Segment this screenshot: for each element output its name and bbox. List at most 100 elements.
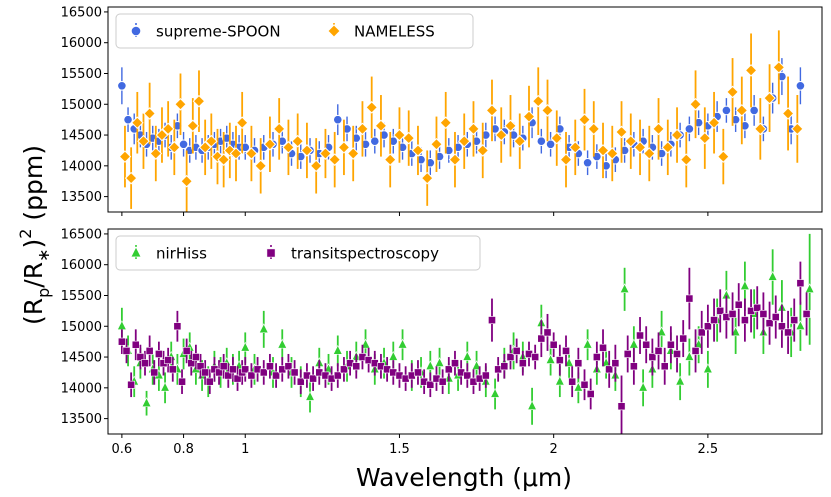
ylabel-sup: 2 (16, 229, 35, 239)
data-point (679, 334, 688, 343)
data-point (217, 153, 230, 166)
data-point (702, 363, 713, 374)
data-point (504, 119, 517, 133)
data-point (118, 150, 132, 163)
data-point (796, 279, 805, 288)
data-point (784, 328, 792, 337)
data-point (601, 161, 611, 171)
legend-marker-supreme-SPOON (130, 25, 142, 37)
data-point (346, 147, 360, 160)
data-point (735, 104, 749, 117)
data-point (710, 316, 718, 325)
data-point (277, 136, 288, 147)
data-point (636, 331, 644, 340)
data-point (444, 365, 453, 374)
data-point (174, 97, 187, 111)
data-point (309, 159, 323, 173)
data-point (245, 147, 258, 160)
data-point (512, 346, 521, 355)
y-tick-label: 15500 (61, 67, 102, 82)
data-point (182, 346, 191, 355)
data-point (574, 359, 583, 368)
data-point (568, 141, 582, 154)
data-point (744, 64, 758, 77)
data-point (471, 136, 482, 147)
y-tick-label: 14000 (61, 381, 102, 396)
data-point (434, 151, 445, 162)
data-point (555, 356, 564, 365)
data-point (554, 375, 565, 386)
data-point (451, 359, 459, 368)
data-point (266, 362, 274, 371)
data-layer (117, 30, 806, 212)
data-point (596, 144, 610, 157)
data-point (623, 350, 632, 358)
data-point (481, 371, 490, 380)
y-tick-label: 14000 (61, 159, 102, 174)
data-point (290, 368, 299, 377)
data-point (224, 371, 233, 380)
data-point (229, 147, 243, 160)
bottom-panel: 13500 14000 14500 15000 15500 16000 16500 0.6 0.… (61, 227, 823, 457)
data-point (781, 107, 795, 120)
ylabel-close: ) (19, 239, 48, 249)
data-point (379, 130, 389, 140)
data-point (660, 362, 669, 371)
data-point (605, 365, 614, 374)
data-point (580, 380, 589, 389)
y-tick-label: 16000 (61, 36, 102, 51)
data-point (481, 130, 491, 140)
data-point (673, 350, 681, 358)
data-point (180, 174, 193, 188)
data-point (360, 139, 371, 150)
data-point (397, 338, 408, 349)
data-point (531, 353, 540, 361)
data-point (154, 350, 163, 358)
data-point (305, 390, 315, 401)
data-point (555, 124, 565, 134)
data-point (155, 128, 169, 142)
data-point (791, 122, 804, 136)
y-tick-label: 15500 (61, 289, 102, 304)
y-tick-label: 13500 (61, 412, 102, 427)
data-point (490, 387, 500, 398)
data-point (296, 377, 305, 386)
data-point (124, 171, 138, 185)
data-point (426, 380, 435, 389)
data-point (337, 141, 351, 154)
data-point (753, 303, 762, 312)
axes-frame (107, 6, 823, 213)
data-point (198, 141, 212, 154)
data-point (141, 359, 149, 368)
legend-label-nirHiss: nirHiss (156, 245, 207, 263)
data-point (592, 151, 602, 162)
data-point (611, 359, 620, 368)
data-layer (116, 233, 815, 434)
top-panel: 13500 14000 14500 15000 15500 16000 16500 supre… (61, 5, 823, 216)
data-point (192, 353, 200, 361)
data-point (703, 322, 712, 331)
data-point (605, 147, 619, 160)
legend-label-supreme-SPOON: supreme-SPOON (156, 23, 281, 41)
data-point (790, 316, 799, 325)
ylabel-slash: /R (19, 262, 48, 288)
data-point (272, 122, 286, 136)
data-point (196, 362, 205, 371)
data-point (233, 374, 242, 383)
data-point (642, 147, 656, 160)
data-point (648, 353, 657, 361)
data-point (328, 153, 341, 166)
data-point (697, 328, 706, 337)
data-point (300, 144, 314, 157)
data-point (559, 153, 573, 166)
data-point (679, 153, 693, 166)
data-point (684, 350, 695, 361)
data-point (254, 159, 267, 173)
data-point (215, 368, 223, 377)
data-point (439, 116, 453, 130)
data-point (691, 346, 700, 355)
data-point (145, 346, 154, 355)
data-point (802, 310, 811, 318)
data-point (513, 134, 527, 148)
data-point (619, 145, 630, 156)
